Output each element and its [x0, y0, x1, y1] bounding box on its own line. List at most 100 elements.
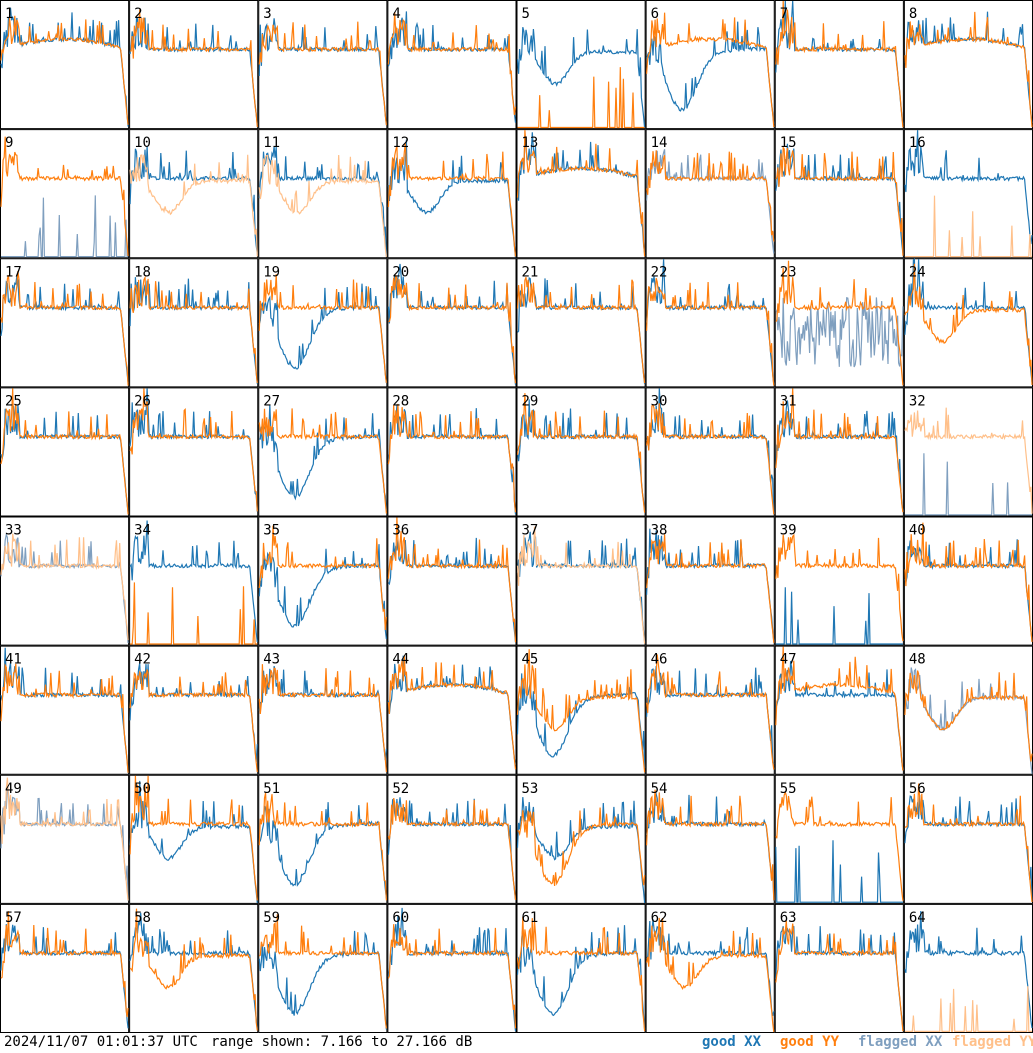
- tile-42: 42: [129, 645, 259, 775]
- tile-number: 35: [263, 523, 280, 539]
- tile-frame: [387, 387, 517, 517]
- tile-number: 5: [522, 6, 530, 22]
- series-yy-15: [775, 145, 904, 256]
- tile-28: 28: [387, 387, 517, 517]
- tile-56: 56: [903, 774, 1033, 904]
- tile-9: 9: [0, 129, 130, 259]
- tile-frame: [645, 645, 775, 775]
- tile-30: 30: [645, 387, 775, 517]
- tile-number: 59: [263, 910, 280, 926]
- tile-number: 26: [134, 393, 151, 409]
- tile-number: 61: [522, 910, 539, 926]
- tile-31: 31: [774, 387, 904, 517]
- tile-number: 48: [909, 652, 926, 668]
- series-yy-14: [646, 150, 775, 242]
- series-yy-43: [258, 664, 387, 773]
- tile-45: 45: [516, 645, 646, 775]
- tile-34: 34: [129, 516, 259, 646]
- tile-frame: [129, 387, 259, 517]
- series-yy-39: [775, 533, 904, 642]
- series-yy-59: [258, 914, 387, 1029]
- tile-54: 54: [645, 774, 775, 904]
- tile-number: 3: [263, 6, 271, 22]
- tile-number: 10: [134, 135, 151, 151]
- tile-52: 52: [387, 774, 517, 904]
- series-yy-51: [258, 792, 387, 901]
- tile-frame: [0, 903, 130, 1033]
- tile-12: 12: [387, 129, 517, 259]
- tile-number: 18: [134, 264, 151, 280]
- series-xx-53: [516, 797, 646, 903]
- series-yy-52: [387, 798, 517, 900]
- tile-number: 34: [134, 523, 151, 539]
- series-yy-18: [129, 275, 258, 384]
- series-xx-42: [129, 662, 258, 763]
- tile-48: 48: [903, 645, 1033, 775]
- tile-50: 50: [129, 774, 259, 904]
- tile-37: 37: [516, 516, 646, 646]
- tile-frame: [0, 258, 130, 388]
- tile-number: 9: [5, 135, 13, 151]
- tile-number: 44: [392, 652, 409, 668]
- tile-33: 33: [0, 516, 130, 646]
- series-xx-21: [517, 277, 646, 384]
- series-yy-27: [258, 408, 387, 514]
- tile-29: 29: [516, 387, 646, 517]
- series-yy-3: [258, 21, 387, 126]
- tile-number: 60: [392, 910, 409, 926]
- tile-frame: [387, 645, 517, 775]
- series-yy-10: [129, 154, 258, 257]
- tile-frame: [516, 516, 646, 646]
- tile-frame: [774, 387, 904, 517]
- tile-number: 19: [263, 264, 280, 280]
- tile-number: 21: [522, 264, 539, 280]
- tile-frame: [0, 645, 130, 775]
- tile-61: 61: [516, 903, 646, 1033]
- tile-64: 64: [903, 903, 1033, 1033]
- series-yy-6: [646, 12, 775, 128]
- tile-frame: [0, 0, 130, 130]
- tile-11: 11: [258, 129, 388, 259]
- tile-frame: [645, 774, 775, 904]
- series-yy-5: [517, 67, 645, 129]
- tile-frame: [645, 258, 775, 388]
- series-yy-31: [775, 388, 904, 513]
- tile-47: 47: [774, 645, 904, 775]
- tile-16: 16: [903, 129, 1033, 259]
- tile-number: 42: [134, 652, 151, 668]
- series-yy-8: [904, 11, 1033, 128]
- series-xx-23: [775, 297, 904, 368]
- tile-27: 27: [258, 387, 388, 517]
- tile-24: 24: [903, 258, 1033, 388]
- tile-frame: [903, 0, 1033, 130]
- series-yy-32: [904, 407, 1033, 514]
- tile-44: 44: [387, 645, 517, 775]
- tile-frame: [387, 903, 517, 1033]
- series-yy-40: [904, 522, 1033, 642]
- tile-10: 10: [129, 129, 259, 259]
- tile-number: 43: [263, 652, 280, 668]
- tile-frame: [0, 516, 130, 646]
- series-yy-21: [516, 276, 646, 384]
- series-xx-32: [904, 453, 1032, 516]
- tile-frame: [774, 903, 904, 1033]
- tile-frame: [0, 129, 130, 259]
- tile-number: 39: [780, 523, 797, 539]
- series-yy-49: [0, 777, 129, 901]
- series-xx-47: [775, 660, 904, 770]
- tile-number: 6: [651, 6, 659, 22]
- tile-number: 49: [5, 781, 22, 797]
- series-xx-50: [129, 780, 258, 903]
- series-yy-13: [516, 130, 646, 257]
- tile-frame: [645, 903, 775, 1033]
- series-xx-51: [259, 802, 387, 899]
- tile-number: 52: [392, 781, 409, 797]
- series-yy-2: [129, 9, 258, 127]
- tile-frame: [129, 645, 259, 775]
- tile-25: 25: [0, 387, 130, 517]
- tile-number: 24: [909, 264, 926, 280]
- tile-number: 15: [780, 135, 797, 151]
- tile-number: 46: [651, 652, 668, 668]
- series-xx-9: [1, 195, 129, 258]
- tile-19: 19: [258, 258, 388, 388]
